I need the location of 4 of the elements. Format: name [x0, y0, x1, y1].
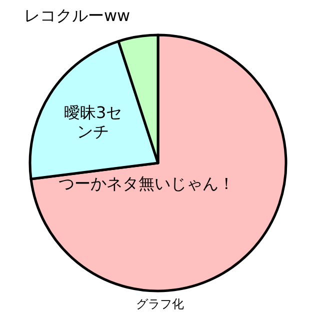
text: グラフ化: [135, 296, 185, 313]
slice-label: つーかネタ無いじゃん！: [58, 174, 236, 193]
slice-label: 曖昧3センチ: [63, 102, 124, 141]
slice-label: レコクルーww: [24, 6, 132, 26]
